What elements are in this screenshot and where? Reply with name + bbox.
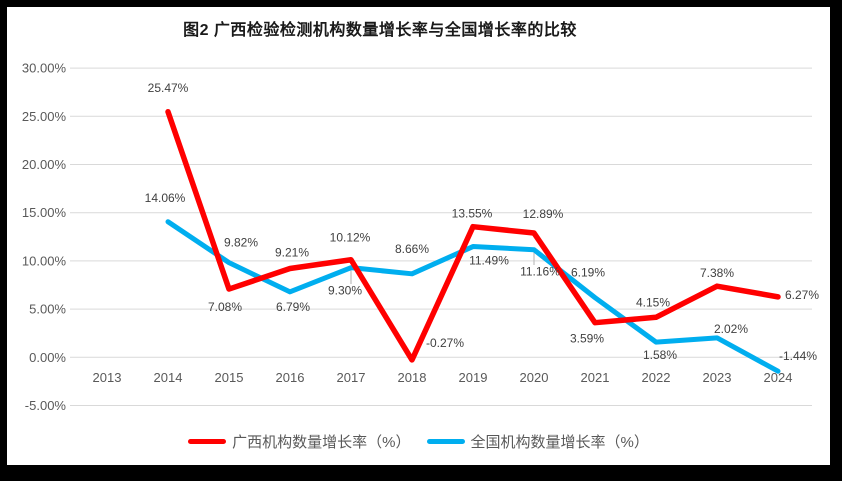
y-axis-tick-label: 25.00% <box>22 109 67 124</box>
x-axis-tick-label-2018: 2018 <box>398 370 427 385</box>
x-axis-tick-label-2020: 2020 <box>520 370 549 385</box>
y-axis-tick-label: -5.00% <box>25 398 67 413</box>
data-label-guangxi-2019: 13.55% <box>452 207 493 221</box>
data-label-guangxi-2016: 9.21% <box>275 246 309 260</box>
data-label-national-2022: 1.58% <box>643 348 677 362</box>
data-label-national-2017: 9.30% <box>328 284 362 298</box>
x-axis-tick-label-2015: 2015 <box>215 370 244 385</box>
y-axis-tick-label: 0.00% <box>29 350 66 365</box>
data-label-guangxi-2022: 4.15% <box>636 295 670 309</box>
data-label-guangxi-2023: 7.38% <box>700 266 734 280</box>
legend-item-national: 全国机构数量增长率（%） <box>426 431 649 452</box>
data-label-national-2023: 2.02% <box>714 322 748 336</box>
y-axis-tick-label: 15.00% <box>22 205 67 220</box>
data-label-national-2018: 8.66% <box>395 242 429 256</box>
data-label-national-2015: 9.82% <box>224 236 258 250</box>
legend-item-guangxi: 广西机构数量增长率（%） <box>188 431 411 452</box>
legend: 广西机构数量增长率（%） 全国机构数量增长率（%） <box>7 431 830 452</box>
data-label-national-2014: 14.06% <box>145 191 186 205</box>
legend-label-national: 全国机构数量增长率（%） <box>470 434 649 451</box>
y-axis-tick-label: 10.00% <box>22 253 67 268</box>
guangxi-line-swatch-icon <box>188 439 227 444</box>
chart-area: 图2 广西检验检测机构数量增长率与全国增长率的比较 30.00% 25.00% 20… <box>7 7 830 465</box>
x-axis-tick-label-2014: 2014 <box>154 370 183 385</box>
x-axis-tick-label-2021: 2021 <box>581 370 610 385</box>
y-axis-tick-label: 5.00% <box>29 302 66 317</box>
data-label-national-2019: 11.49% <box>469 254 509 268</box>
plot-area: 30.00% 25.00% 20.00% 15.00% 10.00% 5.00% 0.00%… <box>22 61 819 413</box>
series-line-guangxi <box>165 109 781 363</box>
x-axis-tick-label-2017: 2017 <box>337 370 366 385</box>
national-line-swatch-icon <box>426 439 465 444</box>
y-axis-tick-label: 30.00% <box>22 61 67 76</box>
x-axis-tick-label-2024: 2024 <box>764 370 793 385</box>
data-label-national-2024: -1.44% <box>779 349 817 363</box>
x-axis-tick-label-2019: 2019 <box>459 370 488 385</box>
data-label-national-2016: 6.79% <box>276 300 310 314</box>
data-label-guangxi-2024: 6.27% <box>785 288 819 302</box>
data-label-guangxi-2021: 3.59% <box>570 332 604 346</box>
x-axis-tick-label-2016: 2016 <box>276 370 305 385</box>
series-line-national <box>165 219 781 374</box>
data-label-national-2021: 6.19% <box>571 266 605 280</box>
x-axis-tick-label-2023: 2023 <box>703 370 732 385</box>
data-label-national-2020: 11.16% <box>520 265 560 279</box>
x-axis-tick-label-2022: 2022 <box>642 370 671 385</box>
data-label-guangxi-2020: 12.89% <box>523 207 564 221</box>
data-label-guangxi-2017: 10.12% <box>330 231 371 245</box>
data-label-guangxi-2018: -0.27% <box>426 336 464 350</box>
x-axis-tick-label-2013: 2013 <box>93 370 122 385</box>
y-axis-tick-label: 20.00% <box>22 157 67 172</box>
data-label-guangxi-2015: 7.08% <box>208 300 242 314</box>
chart-title: 图2 广西检验检测机构数量增长率与全国增长率的比较 <box>183 22 577 39</box>
data-label-guangxi-2014: 25.47% <box>148 81 189 95</box>
legend-label-guangxi: 广西机构数量增长率（%） <box>232 434 411 451</box>
